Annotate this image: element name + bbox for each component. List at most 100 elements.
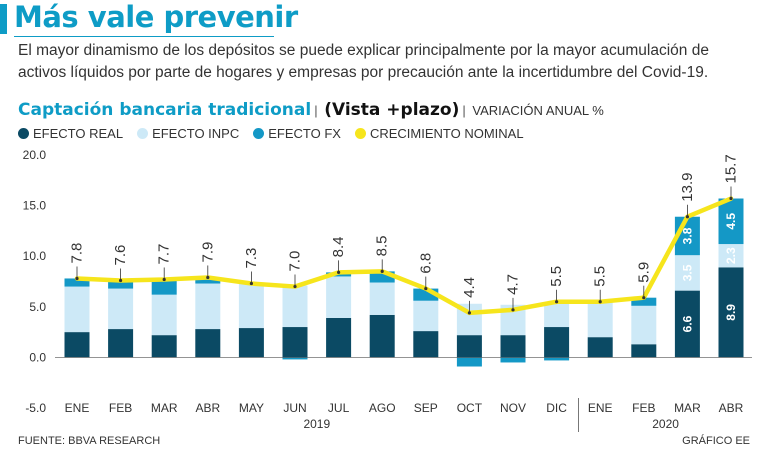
line-value-label: 7.7 [156, 244, 173, 265]
line-value-label: 7.9 [199, 242, 216, 263]
bar-segment-efecto-fx [544, 357, 570, 361]
line-point [642, 296, 646, 300]
line-point [293, 284, 297, 289]
x-tick-label: ABR [719, 401, 744, 415]
legend-swatch [137, 128, 149, 139]
bar-segment-efecto-inpc [587, 301, 613, 338]
bar-segment-efecto-inpc [544, 303, 570, 328]
x-tick-label: FEB [632, 401, 655, 415]
line-point [511, 308, 515, 312]
x-tick-label: SEP [414, 401, 438, 415]
source-note: FUENTE: BBVA RESEARCH [18, 435, 161, 447]
legend-label: EFECTO REAL [33, 126, 124, 141]
legend-label: EFECTO INPC [152, 126, 240, 141]
chart-title: Captación bancaria tradicional [18, 100, 312, 120]
line-value-label: 15.7 [723, 154, 740, 183]
line-value-label: 4.4 [461, 277, 478, 298]
title-underline [14, 36, 274, 37]
bar-segment-efecto-fx [369, 271, 395, 283]
x-tick-label: OCT [457, 401, 483, 415]
legend-label: EFECTO FX [268, 126, 341, 141]
bar-data-label: 3.5 [680, 264, 694, 281]
bar-segment-efecto-real [587, 337, 613, 358]
line-point [337, 270, 341, 274]
bar-segment-efecto-real [456, 335, 482, 358]
line-point [729, 196, 733, 201]
line-value-label: 5.9 [635, 262, 652, 283]
bar-segment-efecto-real [282, 327, 308, 358]
bar-data-label: 8.9 [724, 304, 738, 321]
x-tick-label: JUL [328, 401, 350, 415]
bar-segment-efecto-inpc [151, 294, 177, 336]
legend-item-efecto-real: EFECTO REAL [18, 126, 123, 141]
chart-heading: Captación bancaria tradicional | (Vista +… [18, 100, 604, 120]
bar-segment-efecto-real [369, 314, 395, 358]
bar-segment-efecto-inpc [369, 282, 395, 315]
y-tick-label: 5.0 [29, 300, 46, 314]
y-tick-label: 0.0 [29, 350, 46, 364]
bar-segment-efecto-real [108, 329, 134, 358]
bar-segment-efecto-inpc [108, 288, 134, 330]
nominal-growth-line [74, 196, 734, 316]
bar-segment-efecto-fx [718, 198, 744, 245]
bar-segment-efecto-fx [195, 277, 221, 284]
legend-swatch [18, 128, 29, 139]
x-tick-label: MAY [239, 401, 264, 415]
line-value-label: 7.6 [112, 245, 129, 266]
chart-unit: VARIACIÓN ANUAL % [472, 103, 604, 118]
year-label: 2020 [652, 417, 679, 431]
line-point [685, 215, 690, 219]
bar-segment-efecto-real [500, 335, 526, 358]
bar-segment-efecto-fx [64, 278, 90, 287]
line-point [119, 278, 123, 283]
legend-label: CRECIMIENTO NOMINAL [369, 126, 524, 141]
bar-segment-efecto-real [151, 335, 177, 358]
bar-segment-efecto-inpc [195, 283, 221, 330]
line-point [555, 300, 559, 304]
chart-subtitle: (Vista +plazo) [324, 100, 460, 120]
x-tick-label: ABR [195, 401, 220, 415]
y-tick-label: 20.0 [23, 148, 47, 162]
line-point [162, 277, 166, 282]
line-value-label: 4.7 [505, 274, 522, 295]
chart-heading-separator: | [462, 103, 466, 118]
y-tick-label: -5.0 [25, 401, 46, 415]
bar-segment-efecto-real [238, 328, 264, 358]
x-tick-label: JUN [283, 401, 306, 415]
bar-segment-efecto-real [195, 329, 221, 358]
bar-segment-efecto-fx [108, 280, 134, 289]
x-tick-label: AGO [369, 401, 396, 415]
year-label: 2019 [303, 417, 330, 431]
line-value-label: 7.0 [287, 251, 304, 272]
bar-segment-efecto-inpc [238, 283, 264, 329]
bar-segment-efecto-inpc [718, 244, 744, 268]
y-tick-label: 15.0 [23, 199, 47, 213]
title-accent-bar [0, 4, 7, 34]
bar-segment-efecto-real [413, 331, 439, 358]
page-title: Más vale prevenir [14, 0, 298, 34]
line-value-label: 7.8 [69, 243, 86, 264]
legend-swatch [253, 128, 265, 139]
y-tick-label: 10.0 [23, 249, 47, 263]
page-subtitle: El mayor dinamismo de los depósitos se p… [18, 42, 709, 81]
x-tick-label: ENE [65, 401, 90, 415]
line-value-label: 13.9 [679, 173, 696, 202]
bar-segment-efecto-real [544, 327, 570, 358]
line-point [249, 281, 253, 286]
x-tick-label: DIC [546, 401, 567, 415]
line-value-label: 7.3 [243, 248, 260, 269]
line-value-label: 8.4 [330, 237, 347, 258]
bar-data-label: 2.3 [724, 247, 738, 264]
bar-data-label: 4.5 [724, 213, 738, 230]
bar-segment-efecto-inpc [413, 300, 439, 332]
line-value-label: 6.8 [417, 253, 434, 274]
bar-data-label: 3.8 [680, 227, 694, 244]
legend-item-efecto-inpc: EFECTO INPC [137, 126, 239, 141]
line-point [598, 300, 602, 304]
bar-data-label: 6.6 [680, 315, 694, 332]
line-point [206, 275, 210, 280]
credit-note: GRÁFICO EE [682, 435, 750, 447]
line-point [75, 276, 79, 281]
bar-segment-efecto-inpc [326, 276, 352, 318]
